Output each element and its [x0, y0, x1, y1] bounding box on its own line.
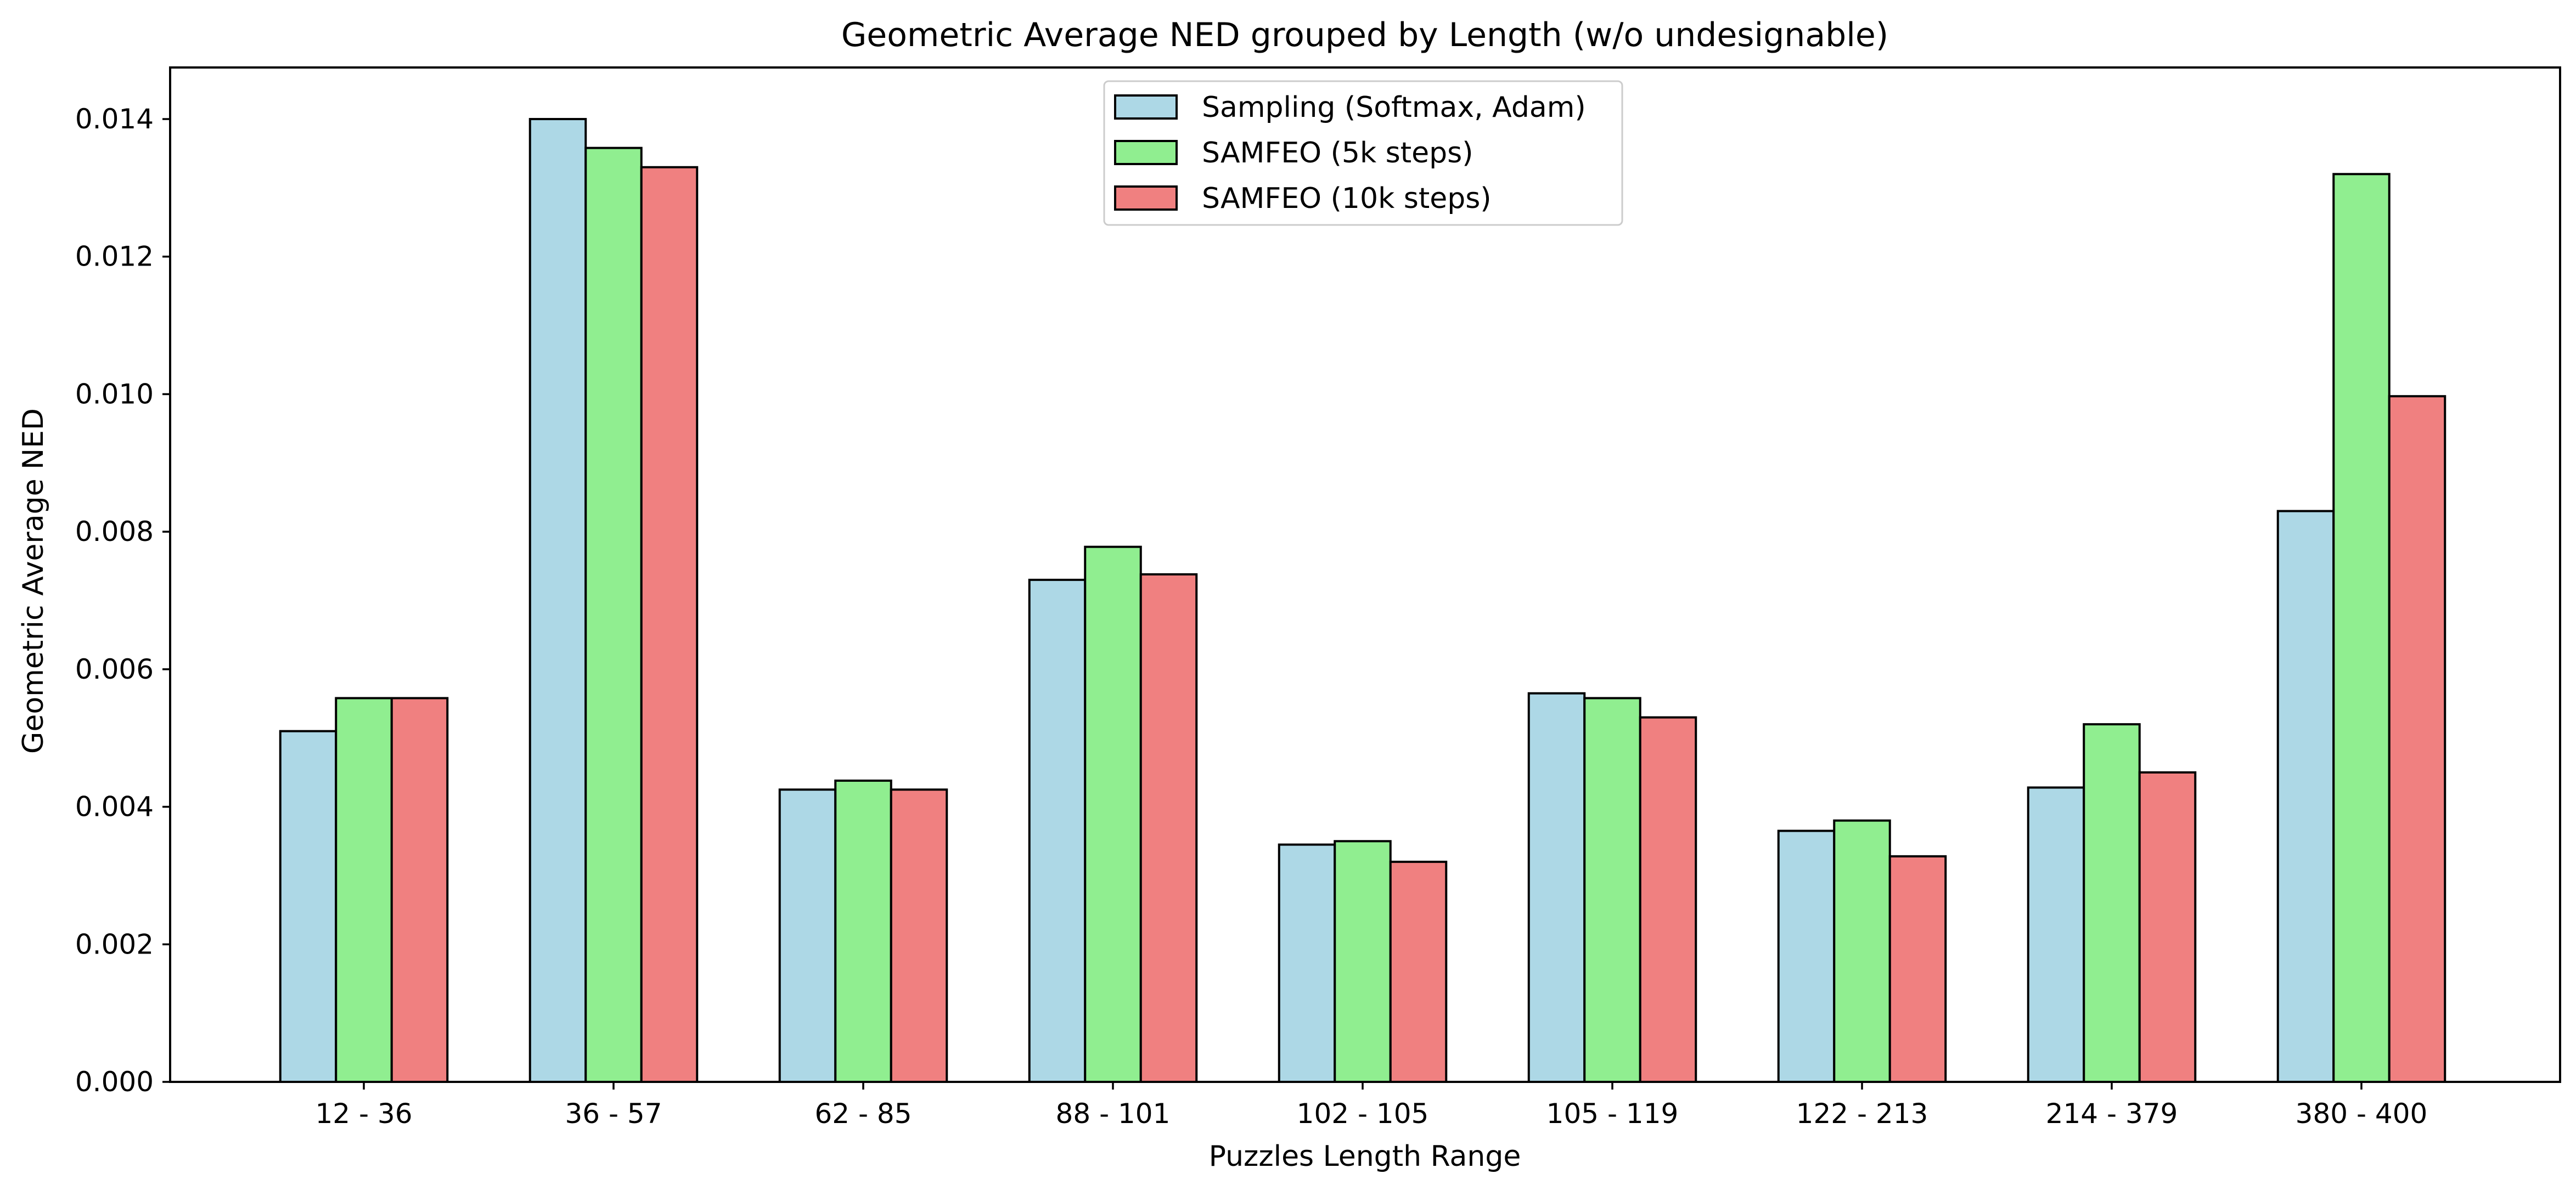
bar-2-9: [2332, 173, 2391, 1084]
legend-swatch-2: [1114, 140, 1178, 165]
x-tick-label: 36 - 57: [565, 1098, 662, 1130]
y-tick-label: 0.014: [75, 103, 154, 135]
bar-3-3: [890, 788, 948, 1083]
legend-label-2: SAMFEO (5k steps): [1202, 137, 1473, 170]
x-tick-label: 105 - 119: [1546, 1098, 1679, 1130]
axes-layer: 12 - 36 36 - 57 62 - 85 88 - 101 102 - 105 10…: [75, 66, 2561, 1130]
legend-swatch-3: [1114, 185, 1178, 211]
bar-3-8: [2138, 771, 2197, 1083]
legend-label-1: Sampling (Softmax, Adam): [1202, 91, 1586, 124]
y-tick-label: 0.012: [75, 241, 154, 273]
y-tick-label: 0.008: [75, 516, 154, 548]
bar-1-4: [1028, 578, 1087, 1084]
bar-1-6: [1527, 692, 1586, 1084]
legend-label-3: SAMFEO (10k steps): [1202, 182, 1492, 215]
y-tick-label: 0.010: [75, 378, 154, 410]
bar-2-7: [1833, 819, 1891, 1083]
plot-frame: [169, 66, 2561, 1083]
bar-1-5: [1278, 843, 1336, 1084]
bar-3-9: [2388, 395, 2446, 1083]
bars-layer: [279, 118, 2446, 1084]
bar-1-1: [279, 730, 338, 1083]
bar-2-2: [584, 146, 643, 1084]
bar-1-3: [778, 788, 837, 1083]
y-tick-label: 0.000: [75, 1066, 154, 1098]
bar-3-4: [1139, 573, 1198, 1083]
x-tick-label: 380 - 400: [2296, 1098, 2428, 1130]
bar-2-8: [2083, 723, 2141, 1083]
y-tick-label: 0.002: [75, 928, 154, 960]
x-tick-label: 214 - 379: [2046, 1098, 2178, 1130]
bar-2-5: [1334, 840, 1392, 1084]
bar-3-7: [1888, 855, 1947, 1083]
bar-2-6: [1583, 697, 1641, 1083]
x-axis-label: Puzzles Length Range: [1209, 1140, 1521, 1173]
legend-swatch-1: [1114, 94, 1178, 120]
y-tick-label: 0.006: [75, 653, 154, 685]
bar-2-1: [335, 697, 393, 1083]
bar-1-8: [2027, 786, 2085, 1083]
bar-2-3: [834, 779, 892, 1083]
y-tick-label: 0.004: [75, 791, 154, 823]
x-tick-label: 102 - 105: [1297, 1098, 1429, 1130]
bar-1-2: [528, 118, 587, 1083]
bar-3-2: [640, 166, 699, 1083]
x-tick-label: 88 - 101: [1056, 1098, 1171, 1130]
x-tick-label: 12 - 36: [315, 1098, 412, 1130]
bar-3-1: [390, 697, 449, 1083]
bar-1-7: [1777, 830, 1836, 1083]
x-tick-label: 122 - 213: [1796, 1098, 1928, 1130]
y-axis-label: Geometric Average NED: [17, 408, 50, 754]
bar-3-6: [1639, 716, 1697, 1083]
bar-3-5: [1389, 860, 1448, 1083]
bar-1-9: [2276, 510, 2335, 1083]
bar-2-4: [1084, 545, 1142, 1083]
legend: Sampling (Softmax, Adam) SAMFEO (5k steps…: [1103, 80, 1623, 226]
chart-title: Geometric Average NED grouped by Length …: [841, 16, 1888, 54]
legend-box: [1103, 80, 1623, 226]
x-tick-label: 62 - 85: [814, 1098, 912, 1130]
